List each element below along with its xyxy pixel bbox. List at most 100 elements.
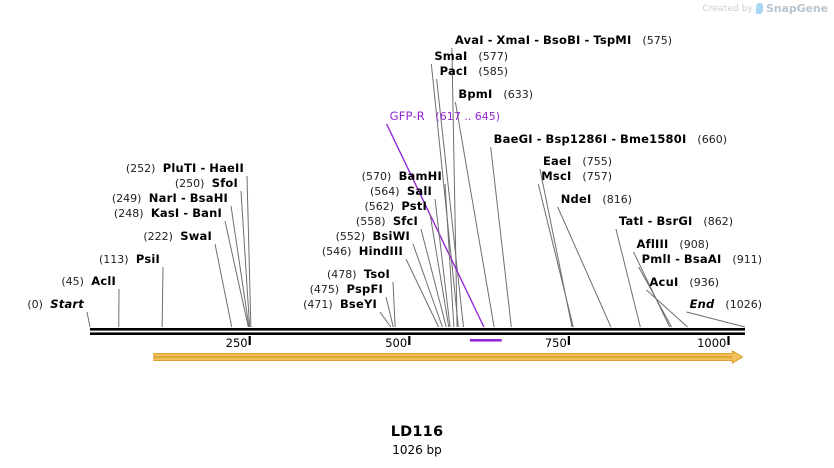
enzyme-name: EaeI [542, 154, 572, 168]
site-enzyme-names: SwaI [180, 229, 212, 243]
site-enzyme-names: SalI [407, 184, 432, 198]
ruler-backbone-bottom [90, 332, 745, 335]
site-label-hindIII[interactable]: (546) HindIII [0, 244, 403, 259]
name-separator: - [176, 191, 190, 205]
enzyme-name: SalI [406, 184, 432, 198]
site-label-avaI[interactable]: AvaI - XmaI - BsoBI - TspMI (575) [0, 33, 672, 48]
ruler-tick-750 [567, 336, 571, 345]
site-enzyme-names: Start [50, 297, 84, 311]
site-label-bseYI[interactable]: (471) BseYI [0, 297, 377, 312]
enzyme-name: AflIII [636, 237, 669, 251]
enzyme-name: PacI [439, 64, 468, 78]
tick-label-250: 250 [225, 336, 248, 350]
enzyme-name: SfcI [392, 214, 418, 228]
enzyme-name: End [689, 297, 715, 311]
site-enzyme-names: NdeI [561, 192, 592, 206]
site-label-feature[interactable]: GFP-R (617 .. 645) [0, 109, 500, 124]
orf-arrow [153, 350, 744, 364]
site-label-pstI[interactable]: (562) PstI [0, 199, 427, 214]
snapgene-watermark: Created by SnapGene [702, 2, 828, 15]
site-label-acuI[interactable]: AcuI (936) [0, 276, 719, 290]
enzyme-name: SfoI [211, 176, 238, 190]
site-label-smaI[interactable]: SmaI (577) [0, 49, 508, 64]
site-position: (570) [361, 170, 392, 183]
site-label-baeGI[interactable]: BaeGI - Bsp1286I - Bme1580I (660) [0, 132, 727, 147]
feature-bar-gfp-r [469, 339, 502, 342]
enzyme-name: SwaI [180, 229, 212, 243]
enzyme-name: Bsp1286I [545, 132, 608, 146]
site-position: (250) [174, 177, 205, 190]
site-position: (577) [478, 50, 508, 63]
site-position: (0) [27, 298, 43, 311]
site-label-bamHI[interactable]: (570) BamHI [0, 169, 442, 184]
enzyme-name: PsiI [135, 252, 160, 266]
site-label-aclI[interactable]: (45) AclI [0, 275, 116, 289]
site-label-mscI[interactable]: MscI (757) [0, 169, 612, 184]
feature-name: GFP-R [389, 109, 425, 123]
watermark-prefix: Created by [702, 3, 753, 14]
map-title-block: LD116 1026 bp [0, 424, 834, 457]
feature-range: (617 .. 645) [424, 110, 500, 123]
site-position: (558) [355, 215, 386, 228]
enzyme-name: HindIII [358, 244, 403, 258]
enzyme-name: BpmI [458, 87, 493, 101]
site-enzyme-names: SfoI [212, 176, 238, 190]
site-label-sfcI[interactable]: (558) SfcI [0, 214, 418, 229]
site-position: (552) [335, 230, 366, 243]
site-enzyme-names: AvaI - XmaI - BsoBI - TspMI [455, 33, 632, 47]
ruler-tick-1000 [727, 336, 730, 345]
site-position: (633) [503, 88, 533, 101]
site-label-psiI[interactable]: (113) PsiI [0, 252, 160, 267]
site-enzyme-names: MscI [541, 169, 571, 183]
site-enzyme-names: TatI - BsrGI [619, 214, 692, 228]
site-label-start[interactable]: (0) Start [0, 297, 84, 312]
name-separator: - [179, 206, 193, 220]
site-label-pacI[interactable]: PacI (585) [0, 64, 508, 79]
site-position: (471) [303, 298, 333, 311]
site-position: (585) [478, 65, 508, 78]
site-label-bpmI[interactable]: BpmI (633) [0, 87, 533, 102]
enzyme-name: BseYI [339, 297, 377, 311]
site-position: (755) [582, 155, 612, 168]
site-label-narI[interactable]: (249) NarI - BsaHI [0, 191, 228, 206]
enzyme-name: PluTI [162, 161, 197, 175]
site-label-pluTI[interactable]: (252) PluTI - HaeII [0, 161, 244, 176]
watermark-brand: SnapGene [765, 2, 828, 15]
site-position: (222) [143, 230, 173, 243]
site-label-pmlI[interactable]: PmlI - BsaAI (911) [0, 252, 762, 267]
site-enzyme-names: BaeGI - Bsp1286I - Bme1580I [494, 132, 687, 146]
site-label-sfoI[interactable]: (250) SfoI [0, 176, 238, 191]
enzyme-name: HaeII [209, 161, 244, 175]
site-label-aflIII[interactable]: AflIII (908) [0, 237, 709, 252]
site-label-salI[interactable]: (564) SalI [0, 184, 432, 199]
site-position: (252) [125, 162, 156, 175]
site-enzyme-names: HindIII [359, 244, 403, 258]
site-position: (1026) [725, 298, 762, 311]
site-enzyme-names: BamHI [399, 169, 442, 183]
site-enzyme-names: BpmI [458, 87, 492, 101]
site-label-swaI[interactable]: (222) SwaI [0, 229, 212, 244]
enzyme-name: TsoI [363, 267, 390, 281]
site-enzyme-names: PacI [440, 64, 468, 78]
enzyme-name: TspMI [593, 33, 632, 47]
site-enzyme-names: PstI [401, 199, 427, 213]
site-position: (816) [602, 193, 632, 206]
site-label-tsoI[interactable]: (478) TsoI [0, 267, 390, 282]
site-label-end[interactable]: End (1026) [0, 297, 762, 312]
site-enzyme-names: PmlI - BsaAI [642, 252, 722, 266]
site-label-eaeI[interactable]: EaeI (755) [0, 154, 612, 169]
enzyme-name: BamHI [398, 169, 442, 183]
enzyme-name: BsaHI [189, 191, 228, 205]
site-label-ndeI[interactable]: NdeI (816) [0, 192, 632, 207]
site-enzyme-names: NarI - BsaHI [149, 191, 228, 205]
orf-arrow-midline [153, 355, 733, 359]
enzyme-name: SmaI [434, 49, 468, 63]
site-label-tatI[interactable]: TatI - BsrGI (862) [0, 214, 733, 229]
site-label-pspFI[interactable]: (475) PspFI [0, 283, 383, 297]
site-label-bsiWI[interactable]: (552) BsiWI [0, 230, 410, 244]
site-position: (248) [113, 207, 144, 220]
site-label-kasI[interactable]: (248) KasI - BanI [0, 206, 222, 221]
site-position: (564) [370, 185, 400, 198]
